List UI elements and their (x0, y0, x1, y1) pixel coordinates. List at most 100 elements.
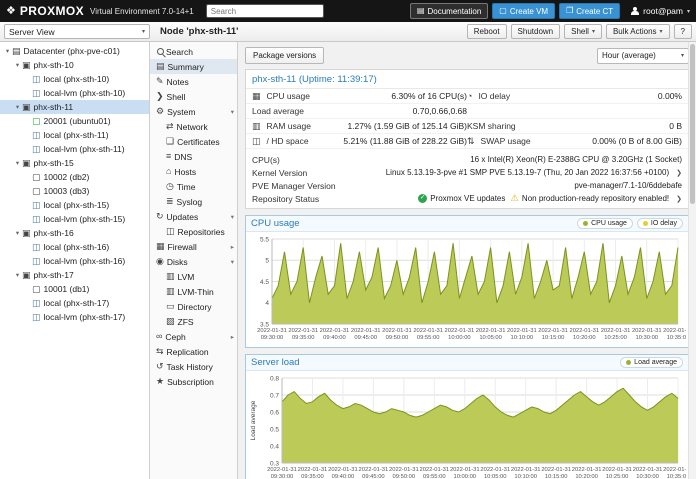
nav-item-lvm-thin[interactable]: ▥LVM-Thin (150, 284, 237, 299)
nav-item-syslog[interactable]: ≣Syslog (150, 194, 237, 209)
package-versions-button[interactable]: Package versions (245, 47, 324, 64)
summary-panel-title: phx-sth-11 (Uptime: 11:39:17) (246, 70, 688, 89)
tree-item-phx-sth-16[interactable]: ▾▣phx-sth-16 (0, 226, 149, 240)
legend-load-average[interactable]: Load average (620, 357, 683, 368)
stat-label-wrap: KSM sharing (467, 121, 516, 131)
caret-down-icon[interactable]: ▾ (13, 159, 22, 167)
svg-text:2022-01-31: 2022-01-31 (359, 467, 389, 473)
storage-icon: ◫ (32, 215, 41, 224)
nav-item-shell[interactable]: ❯Shell (150, 89, 237, 104)
nav-item-subscription[interactable]: ★Subscription (150, 374, 237, 389)
chevron-right-icon[interactable]: ❯ (676, 169, 682, 177)
nav-item-repositories[interactable]: ◫Repositories (150, 224, 237, 239)
svg-text:2022-01-31: 2022-01-31 (328, 467, 358, 473)
scrollbar-thumb[interactable] (690, 44, 695, 204)
caret-down-icon[interactable]: ▾ (13, 271, 22, 279)
tree-item-local-phx-sth-17[interactable]: ◫local (phx-sth-17) (0, 296, 149, 310)
server-view-select[interactable]: Server View ▾ (4, 24, 150, 39)
nav-item-zfs[interactable]: ▨ZFS (150, 314, 237, 329)
tree-item-phx-sth-11[interactable]: ▾▣phx-sth-11 (0, 100, 149, 114)
tree-item-local-phx-sth-15[interactable]: ◫local (phx-sth-15) (0, 198, 149, 212)
legend-io-delay[interactable]: IO delay (637, 218, 683, 229)
caret-right-icon[interactable]: ▸ (231, 243, 234, 251)
tree-item-local-phx-sth-10[interactable]: ◫local (phx-sth-10) (0, 72, 149, 86)
caret-down-icon[interactable]: ▾ (13, 61, 22, 69)
nav-item-time[interactable]: ◷Time (150, 179, 237, 194)
svg-text:2022-01-31: 2022-01-31 (663, 467, 686, 473)
chevron-right-icon[interactable]: ❯ (676, 195, 682, 203)
hd-icon: ◫ (252, 137, 261, 146)
vertical-scrollbar[interactable] (688, 42, 696, 479)
nav-item-label: Syslog (177, 197, 203, 207)
svg-text:10:10:00: 10:10:00 (514, 474, 537, 479)
tree-item-label: local-lvm (phx-sth-16) (44, 256, 126, 266)
tree-item-local-lvm-phx-sth-16[interactable]: ◫local-lvm (phx-sth-16) (0, 254, 149, 268)
svg-text:2022-01-31: 2022-01-31 (288, 328, 318, 334)
stat-row-cpu-usage: ▦CPU usage6.30% of 16 CPU(s)◔IO delay0.0… (246, 89, 688, 104)
nav-item-dns[interactable]: ≡DNS (150, 149, 237, 164)
nav-item-network[interactable]: ⇄Network (150, 119, 237, 134)
nav-item-label: Subscription (167, 377, 214, 387)
nav-item-search[interactable]: Search (150, 44, 237, 59)
caret-down-icon[interactable]: ▾ (231, 258, 234, 266)
nav-item-summary[interactable]: ▤Summary (150, 59, 237, 74)
caret-down-icon[interactable]: ▾ (231, 108, 234, 116)
tree-item-local-lvm-phx-sth-15[interactable]: ◫local-lvm (phx-sth-15) (0, 212, 149, 226)
nav-item-hosts[interactable]: ⌂Hosts (150, 164, 237, 179)
svg-text:09:40:00: 09:40:00 (323, 335, 346, 341)
tree-item-phx-sth-15[interactable]: ▾▣phx-sth-15 (0, 156, 149, 170)
tree-item-10003-db3[interactable]: ▢10003 (db3) (0, 184, 149, 198)
reboot-button[interactable]: Reboot (467, 24, 507, 39)
tree-item-datacenter-phx-pve-c01[interactable]: ▾▤Datacenter (phx-pve-c01) (0, 44, 149, 58)
user-menu[interactable]: root@pam ▾ (630, 6, 690, 16)
svg-text:09:35:00: 09:35:00 (301, 474, 324, 479)
bulk-actions-button[interactable]: Bulk Actions▾ (606, 24, 670, 39)
shutdown-button[interactable]: Shutdown (511, 24, 561, 39)
nav-item-task-history[interactable]: ↺Task History (150, 359, 237, 374)
nav-item-notes[interactable]: ✎Notes (150, 74, 237, 89)
tree-item-10001-db1[interactable]: ▢10001 (db1) (0, 282, 149, 296)
timeframe-select[interactable]: Hour (average) ▾ (597, 48, 689, 64)
tree-item-phx-sth-10[interactable]: ▾▣phx-sth-10 (0, 58, 149, 72)
nav-item-replication[interactable]: ⇆Replication (150, 344, 237, 359)
tree-item-local-lvm-phx-sth-10[interactable]: ◫local-lvm (phx-sth-10) (0, 86, 149, 100)
nav-item-certificates[interactable]: ❑Certificates (150, 134, 237, 149)
nav-item-firewall[interactable]: ▦Firewall▸ (150, 239, 237, 254)
create-vm-button[interactable]: ▢ Create VM (492, 3, 555, 19)
caret-down-icon[interactable]: ▾ (231, 213, 234, 221)
system-icon: ⚙ (156, 107, 164, 116)
documentation-button[interactable]: ▤ Documentation (410, 3, 488, 19)
tree-item-10002-db2[interactable]: ▢10002 (db2) (0, 170, 149, 184)
cpu-usage-panel: CPU usageCPU usageIO delay3.544.555.5202… (245, 215, 689, 348)
nav-item-label: LVM-Thin (178, 287, 214, 297)
shell-button[interactable]: Shell▾ (564, 24, 602, 39)
tree-item-phx-sth-17[interactable]: ▾▣phx-sth-17 (0, 268, 149, 282)
nav-item-ceph[interactable]: ∞Ceph▸ (150, 329, 237, 344)
stat-row-ram-usage: ▥RAM usage1.27% (1.59 GiB of 125.14 GiB)… (246, 119, 688, 134)
legend-cpu-usage[interactable]: CPU usage (577, 218, 633, 229)
hosts-icon: ⌂ (166, 167, 171, 176)
caret-right-icon[interactable]: ▸ (231, 333, 234, 341)
help-button[interactable]: ? (674, 24, 692, 39)
tree-item-local-phx-sth-16[interactable]: ◫local (phx-sth-16) (0, 240, 149, 254)
tree-item-local-phx-sth-11[interactable]: ◫local (phx-sth-11) (0, 128, 149, 142)
nav-item-system[interactable]: ⚙System▾ (150, 104, 237, 119)
tree-item-local-lvm-phx-sth-17[interactable]: ◫local-lvm (phx-sth-17) (0, 310, 149, 324)
caret-down-icon: ▾ (142, 28, 145, 35)
global-search-input[interactable] (206, 4, 324, 18)
tree-item-20001-ubuntu01[interactable]: ▢20001 (ubuntu01) (0, 114, 149, 128)
nav-item-lvm[interactable]: ▥LVM (150, 269, 237, 284)
svg-text:10:05:00: 10:05:00 (479, 335, 502, 341)
stat-label: CPU usage (267, 91, 310, 101)
create-ct-button[interactable]: ❒ Create CT (559, 3, 620, 19)
caret-down-icon[interactable]: ▾ (3, 47, 12, 55)
caret-down-icon[interactable]: ▾ (13, 229, 22, 237)
tree-item-label: 10003 (db3) (44, 186, 90, 196)
tree-item-local-lvm-phx-sth-11[interactable]: ◫local-lvm (phx-sth-11) (0, 142, 149, 156)
stat-value: 5.21% (11.88 GiB of 228.22 GiB) (343, 136, 467, 146)
nav-item-disks[interactable]: ◉Disks▾ (150, 254, 237, 269)
nav-item-directory[interactable]: ▭Directory (150, 299, 237, 314)
svg-text:2022-01-31: 2022-01-31 (389, 467, 419, 473)
caret-down-icon[interactable]: ▾ (13, 103, 22, 111)
nav-item-updates[interactable]: ↻Updates▾ (150, 209, 237, 224)
